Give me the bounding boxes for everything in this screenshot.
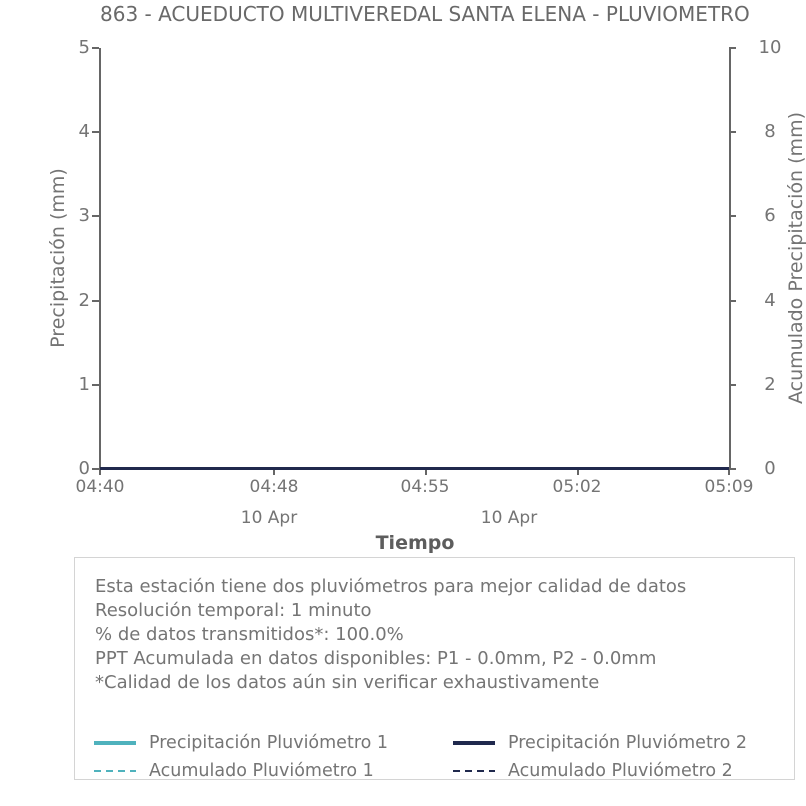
y-left-tickmark: [92, 300, 99, 302]
legend-label: Precipitación Pluviómetro 2: [508, 733, 748, 753]
y-left-tick-label: 0: [78, 458, 90, 479]
legend-label: Precipitación Pluviómetro 1: [149, 733, 389, 753]
info-legend-box: Esta estación tiene dos pluviómetros par…: [74, 557, 795, 782]
y-right-tickmark: [729, 384, 736, 386]
x-tickmark: [728, 470, 730, 475]
y-axis-label-left: Precipitación (mm): [47, 168, 69, 348]
chart-title: 863 - ACUEDUCTO MULTIVEREDAL SANTA ELENA…: [100, 2, 750, 26]
x-axis-label: Tiempo: [375, 532, 455, 554]
y-left-tick-label: 3: [78, 205, 90, 226]
x-date-label: 10 Apr: [240, 508, 298, 528]
y-right-tick-label: 2: [764, 374, 776, 395]
x-tick-label: 04:40: [75, 477, 125, 497]
y-left-tick-label: 5: [78, 37, 90, 58]
right-axis-spine: [729, 48, 731, 470]
y-left-tickmark: [92, 384, 99, 386]
y-left-tickmark: [92, 131, 99, 133]
y-right-tickmark: [729, 468, 736, 470]
legend-item-precipitacion-2: Precipitación Pluviómetro 2: [453, 732, 747, 754]
legend-swatch-dashed-navy: [453, 769, 495, 773]
y-right-tick-label: 0: [764, 458, 776, 479]
y-axis-label-right: Acumulado Precipitación (mm): [785, 112, 806, 404]
legend-item-acumulado-1: Acumulado Pluviómetro 1: [94, 760, 374, 782]
y-right-tick-label: 4: [764, 290, 776, 311]
x-date-label: 10 Apr: [480, 508, 538, 528]
y-left-tick-label: 4: [78, 121, 90, 142]
series-line-precipitacion-2: [100, 467, 729, 470]
x-tick-label: 04:48: [249, 477, 299, 497]
station-info-text: Esta estación tiene dos pluviómetros par…: [95, 575, 784, 695]
y-left-tickmark: [92, 47, 99, 49]
x-tickmark: [99, 470, 101, 475]
y-left-tickmark: [92, 215, 99, 217]
x-tickmark: [273, 470, 275, 475]
legend-item-precipitacion-1: Precipitación Pluviómetro 1: [94, 732, 388, 754]
x-tickmark: [425, 470, 427, 475]
y-right-tickmark: [729, 47, 736, 49]
x-tick-label: 04:55: [400, 477, 450, 497]
legend-swatch-solid-teal: [94, 741, 136, 745]
y-left-tickmark: [92, 468, 99, 470]
info-line-quality: *Calidad de los datos aún sin verificar …: [95, 672, 600, 693]
x-tick-label: 05:02: [552, 477, 602, 497]
left-axis-spine: [99, 48, 101, 470]
legend-swatch-solid-navy: [453, 741, 495, 745]
info-line-resolution: Resolución temporal: 1 minuto: [95, 600, 372, 621]
legend-label: Acumulado Pluviómetro 1: [149, 761, 374, 781]
y-left-tick-label: 2: [78, 290, 90, 311]
y-right-tick-label: 8: [764, 121, 776, 142]
info-line-station: Esta estación tiene dos pluviómetros par…: [95, 576, 687, 597]
info-line-transmitted: % de datos transmitidos*: 100.0%: [95, 624, 404, 645]
x-tick-label: 05:09: [704, 477, 754, 497]
x-tickmark: [577, 470, 579, 475]
y-right-tick-label: 6: [764, 205, 776, 226]
legend-label: Acumulado Pluviómetro 2: [508, 761, 733, 781]
legend-item-acumulado-2: Acumulado Pluviómetro 2: [453, 760, 733, 782]
y-right-tick-label: 10: [758, 37, 782, 58]
y-right-tickmark: [729, 300, 736, 302]
legend-swatch-dashed-teal: [94, 769, 136, 773]
info-line-accumulated: PPT Acumulada en datos disponibles: P1 -…: [95, 648, 657, 669]
y-left-tick-label: 1: [78, 374, 90, 395]
y-right-tickmark: [729, 131, 736, 133]
y-right-tickmark: [729, 215, 736, 217]
